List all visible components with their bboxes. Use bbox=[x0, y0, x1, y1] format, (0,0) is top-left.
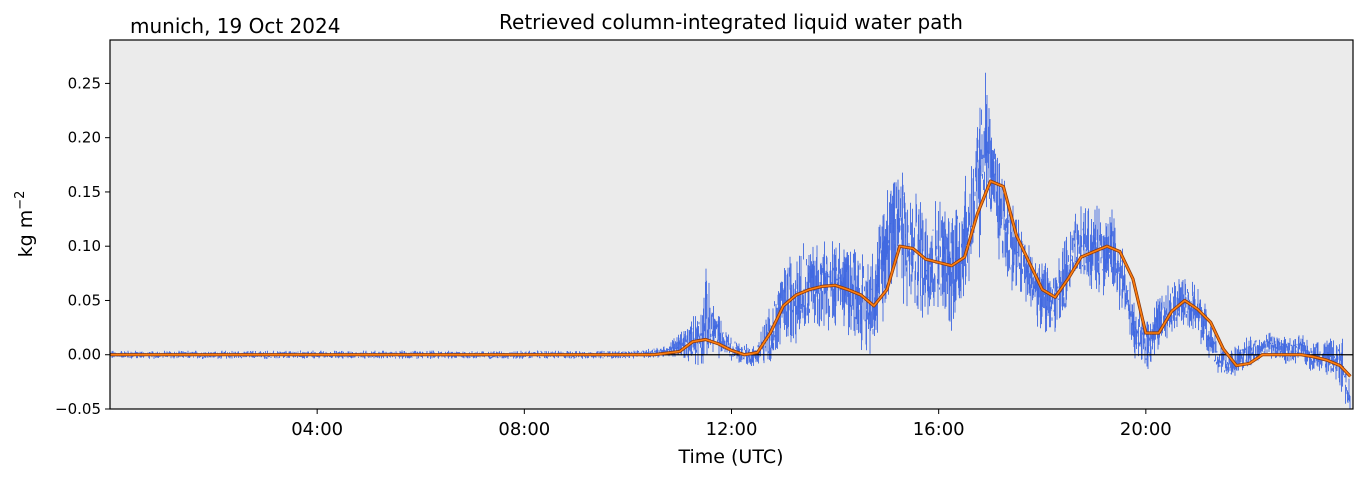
smoothed-series-line bbox=[110, 180, 1351, 377]
x-tick-label: 12:00 bbox=[706, 419, 758, 440]
y-tick-label: 0.25 bbox=[68, 74, 101, 92]
x-tick-label: 08:00 bbox=[498, 419, 550, 440]
y-axis-label: kg m−2 bbox=[13, 191, 37, 258]
x-tick-label: 04:00 bbox=[291, 419, 343, 440]
x-axis-label: Time (UTC) bbox=[677, 446, 783, 468]
x-tick-label: 20:00 bbox=[1120, 419, 1172, 440]
y-axis-label-sup: −2 bbox=[13, 191, 28, 210]
smoothed-series bbox=[110, 179, 1352, 378]
y-axis: −0.05 0.00 0.05 0.10 0.15 0.20 0.25 bbox=[55, 74, 110, 418]
chart-subtitle: munich, 19 Oct 2024 bbox=[130, 14, 340, 38]
x-tick-label: 16:00 bbox=[913, 419, 965, 440]
y-tick-label: 0.20 bbox=[68, 129, 101, 147]
y-axis-label-base: kg m bbox=[15, 210, 37, 258]
chart-title: Retrieved column-integrated liquid water… bbox=[499, 10, 963, 34]
y-tick-label: −0.05 bbox=[55, 400, 101, 418]
y-tick-label: 0.15 bbox=[68, 183, 101, 201]
y-tick-label: 0.05 bbox=[68, 291, 101, 309]
y-tick-label: 0.00 bbox=[68, 346, 101, 364]
y-tick-label: 0.10 bbox=[68, 237, 101, 255]
x-axis: 04:00 08:00 12:00 16:00 20:00 bbox=[291, 409, 1172, 440]
